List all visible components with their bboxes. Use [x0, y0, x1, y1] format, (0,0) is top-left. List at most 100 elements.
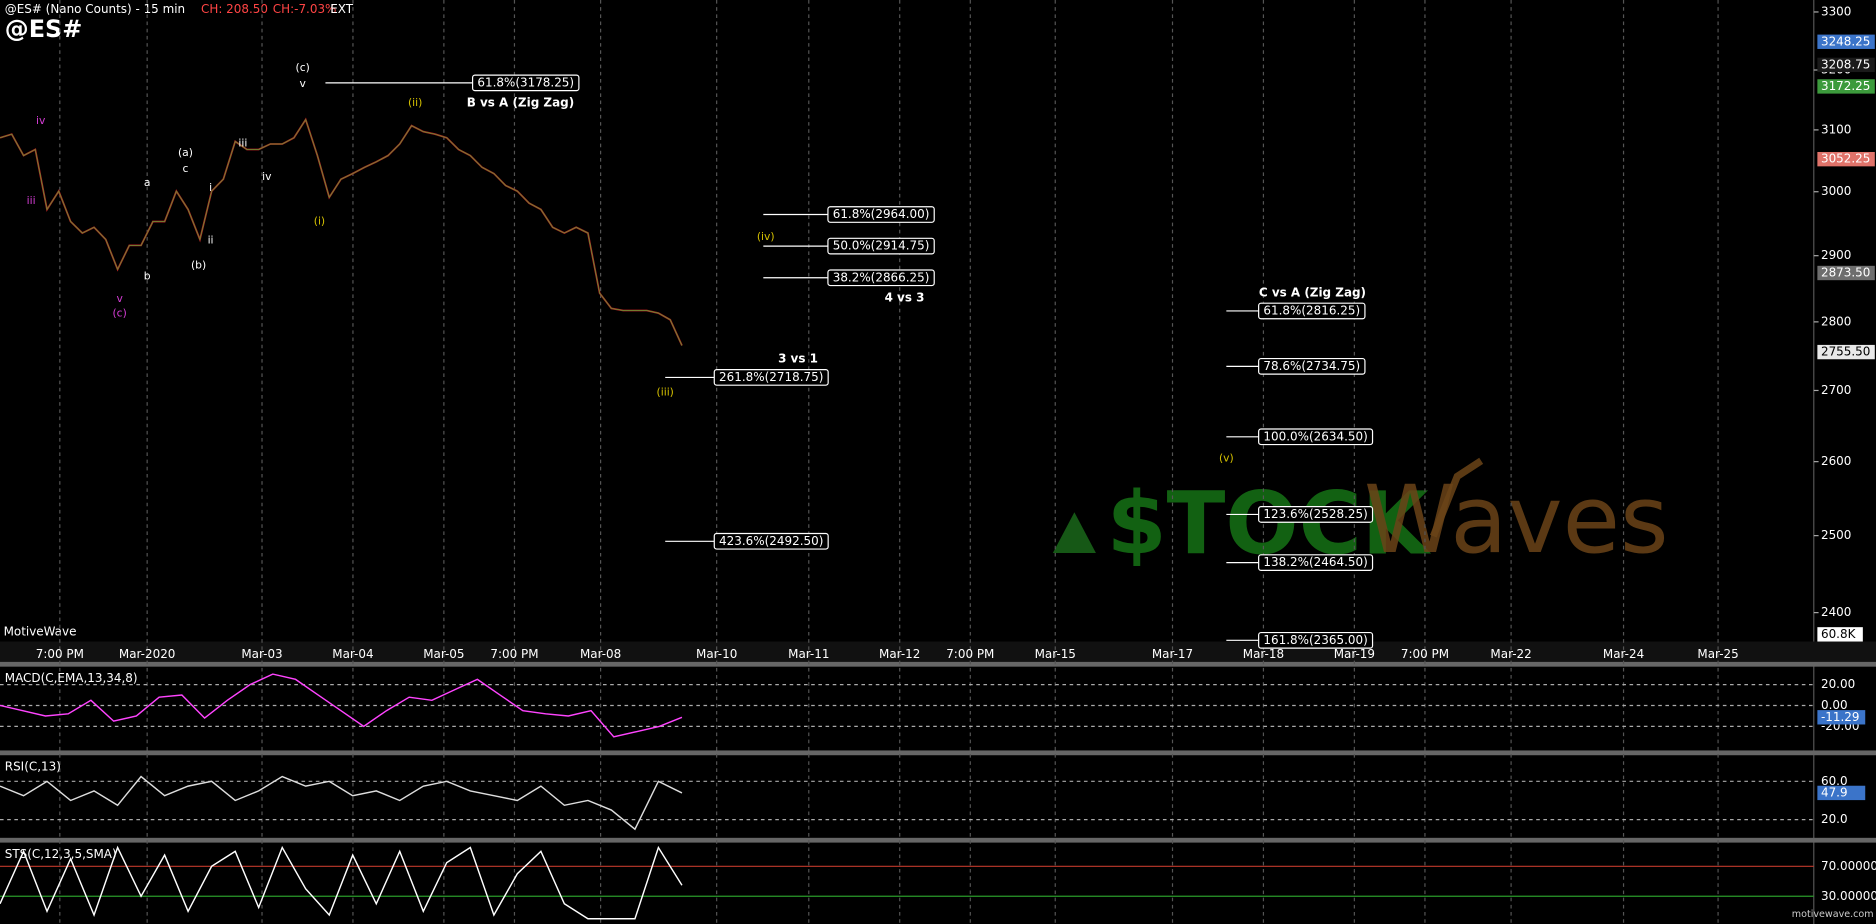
- wave-label: iv: [262, 170, 272, 183]
- x-tick-label: Mar-25: [1697, 647, 1738, 661]
- fib-label: 161.8%(2365.00): [1263, 633, 1367, 647]
- wave-label: ii: [208, 234, 214, 247]
- wave-label: c: [182, 162, 188, 175]
- x-tick-label: 7:00 PM: [946, 647, 994, 661]
- price-tag: 2755.50: [1821, 345, 1870, 359]
- fib-label-box: [713, 532, 829, 550]
- watermark-right: Waves: [1364, 466, 1669, 575]
- indicator-title: MACD(C,EMA,13,34,8): [5, 671, 138, 685]
- indicator-tag-bg: [1817, 785, 1866, 801]
- time-axis: [0, 641, 1876, 666]
- y-tick-label: 60.0: [1821, 774, 1848, 788]
- wave-label: (iv): [757, 230, 775, 243]
- price-tag-bg: [1817, 344, 1875, 360]
- fib-label: 423.6%(2492.50): [719, 534, 823, 548]
- wave-label: (i): [314, 214, 325, 227]
- symbol: @ES#: [5, 15, 83, 43]
- y-tick-label: 20.00: [1821, 677, 1855, 691]
- wave-label: iii: [238, 137, 247, 150]
- fib-label-box: [1258, 554, 1374, 571]
- x-tick-label: Mar-22: [1490, 647, 1531, 661]
- session: EXT: [330, 2, 354, 16]
- indicator-tag: -11.29: [1821, 710, 1860, 724]
- indicator-title: RSI(C,13): [5, 760, 61, 774]
- indicator-tag-bg: [1817, 710, 1866, 725]
- y-tick-label: 30.00000: [1821, 889, 1876, 903]
- fib-group-title: C vs A (Zig Zag): [1259, 286, 1366, 300]
- price-tag-bg: [1817, 57, 1875, 73]
- indicator-title: STS(C,12,3,5,SMA): [5, 847, 117, 861]
- fib-group-title: 3 vs 1: [778, 352, 818, 366]
- price-tag-bg: [1817, 151, 1875, 167]
- fib-label-box: [827, 269, 935, 287]
- price-tag-bg: [1817, 265, 1875, 281]
- fib-label-box: [827, 206, 935, 223]
- fib-group-title: 4 vs 3: [885, 291, 925, 305]
- wave-label: iv: [36, 114, 46, 127]
- wave-label: v: [300, 77, 307, 90]
- wave-label: (ii): [408, 96, 422, 109]
- price-tag: 3052.25: [1821, 152, 1870, 166]
- y-tick-label: 0.00: [1821, 698, 1848, 712]
- price-tag-bg: [1817, 79, 1875, 94]
- logo-swoosh: [1429, 457, 1484, 538]
- y-tick-label: 3100: [1821, 122, 1851, 136]
- y-tick-label: 3300: [1821, 4, 1851, 18]
- x-tick-label: Mar-19: [1334, 647, 1375, 661]
- change: CH: 208.50: [201, 2, 268, 16]
- price-tag: 3172.25: [1821, 79, 1870, 93]
- x-tick-label: Mar-11: [788, 647, 829, 661]
- fib-label-box: [827, 237, 935, 255]
- fib-label-box: [1258, 506, 1374, 523]
- x-tick-label: Mar-04: [332, 647, 373, 661]
- panel-divider: [0, 837, 1876, 843]
- fib-label-box: [1258, 428, 1374, 446]
- volume-tag-bg: [1817, 627, 1863, 642]
- wave-label: (c): [296, 61, 310, 74]
- fib-label-box: [713, 369, 829, 386]
- chart-title: @ES# (Nano Counts) - 15 min: [5, 2, 185, 16]
- wave-label: (v): [1219, 451, 1234, 464]
- brand: MotiveWave: [4, 624, 77, 638]
- fib-label: 100.0%(2634.50): [1263, 429, 1367, 443]
- x-tick-label: Mar-12: [879, 647, 920, 661]
- y-tick-label: 2800: [1821, 314, 1851, 328]
- y-tick-label: 3000: [1821, 184, 1851, 198]
- fib-label-box: [471, 74, 580, 92]
- wave-label: (b): [191, 259, 206, 272]
- fib-label-box: [1258, 357, 1366, 375]
- wave-label: (a): [178, 146, 193, 159]
- wave-label: iii: [27, 194, 36, 207]
- price-tag: 2873.50: [1821, 265, 1870, 279]
- indicator-line: [0, 845, 683, 920]
- wave-label: (iii): [657, 386, 674, 399]
- indicator-line: [0, 673, 683, 738]
- x-tick-label: 7:00 PM: [36, 647, 84, 661]
- price-tag-bg: [1817, 34, 1875, 49]
- y-tick-label: 2400: [1821, 605, 1851, 619]
- indicator-tag: 47.9: [1821, 785, 1848, 799]
- x-tick-label: Mar-17: [1152, 647, 1193, 661]
- x-tick-label: Mar-24: [1603, 647, 1644, 661]
- fib-label: 138.2%(2464.50): [1263, 555, 1367, 569]
- fib-label-box: [1258, 631, 1374, 649]
- fib-label: 261.8%(2718.75): [719, 370, 823, 384]
- x-tick-label: Mar-15: [1035, 647, 1076, 661]
- y-tick-label: 70.00000: [1821, 859, 1876, 873]
- fib-label: 78.6%(2734.75): [1263, 359, 1360, 373]
- wave-label: (c): [112, 307, 126, 320]
- fib-label-box: [1258, 302, 1366, 320]
- y-tick-label: 2500: [1821, 528, 1851, 542]
- fib-label: 61.8%(2816.25): [1263, 303, 1360, 317]
- fib-label: 38.2%(2866.25): [833, 270, 930, 284]
- y-tick-label: 20.0: [1821, 812, 1848, 826]
- price-tag: 3248.25: [1821, 34, 1870, 48]
- fib-group-title: B vs A (Zig Zag): [467, 95, 574, 109]
- fib-label: 123.6%(2528.25): [1263, 507, 1367, 521]
- fib-label: 61.8%(2964.00): [833, 207, 930, 221]
- x-tick-label: Mar-2020: [119, 647, 176, 661]
- price-line-glow: [0, 118, 683, 346]
- y-tick-label: 2600: [1821, 454, 1851, 468]
